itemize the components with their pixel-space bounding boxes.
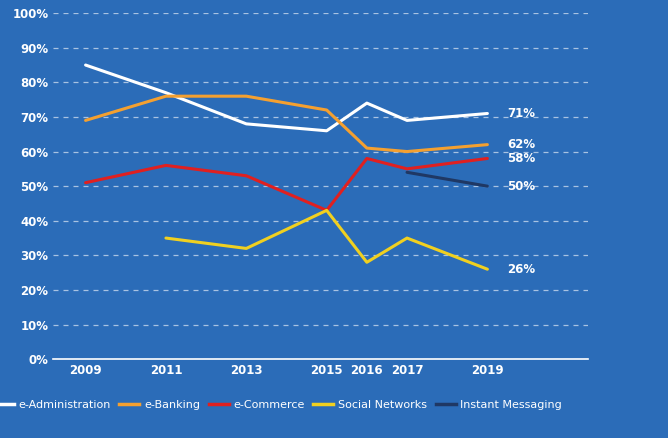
- Text: 62%: 62%: [508, 138, 536, 151]
- Text: 71%: 71%: [508, 107, 536, 120]
- Text: 26%: 26%: [508, 263, 536, 276]
- Text: 50%: 50%: [508, 180, 536, 193]
- Legend: e-Administration, e-Banking, e-Commerce, Social Networks, Instant Messaging: e-Administration, e-Banking, e-Commerce,…: [0, 395, 566, 414]
- Text: 58%: 58%: [508, 152, 536, 165]
